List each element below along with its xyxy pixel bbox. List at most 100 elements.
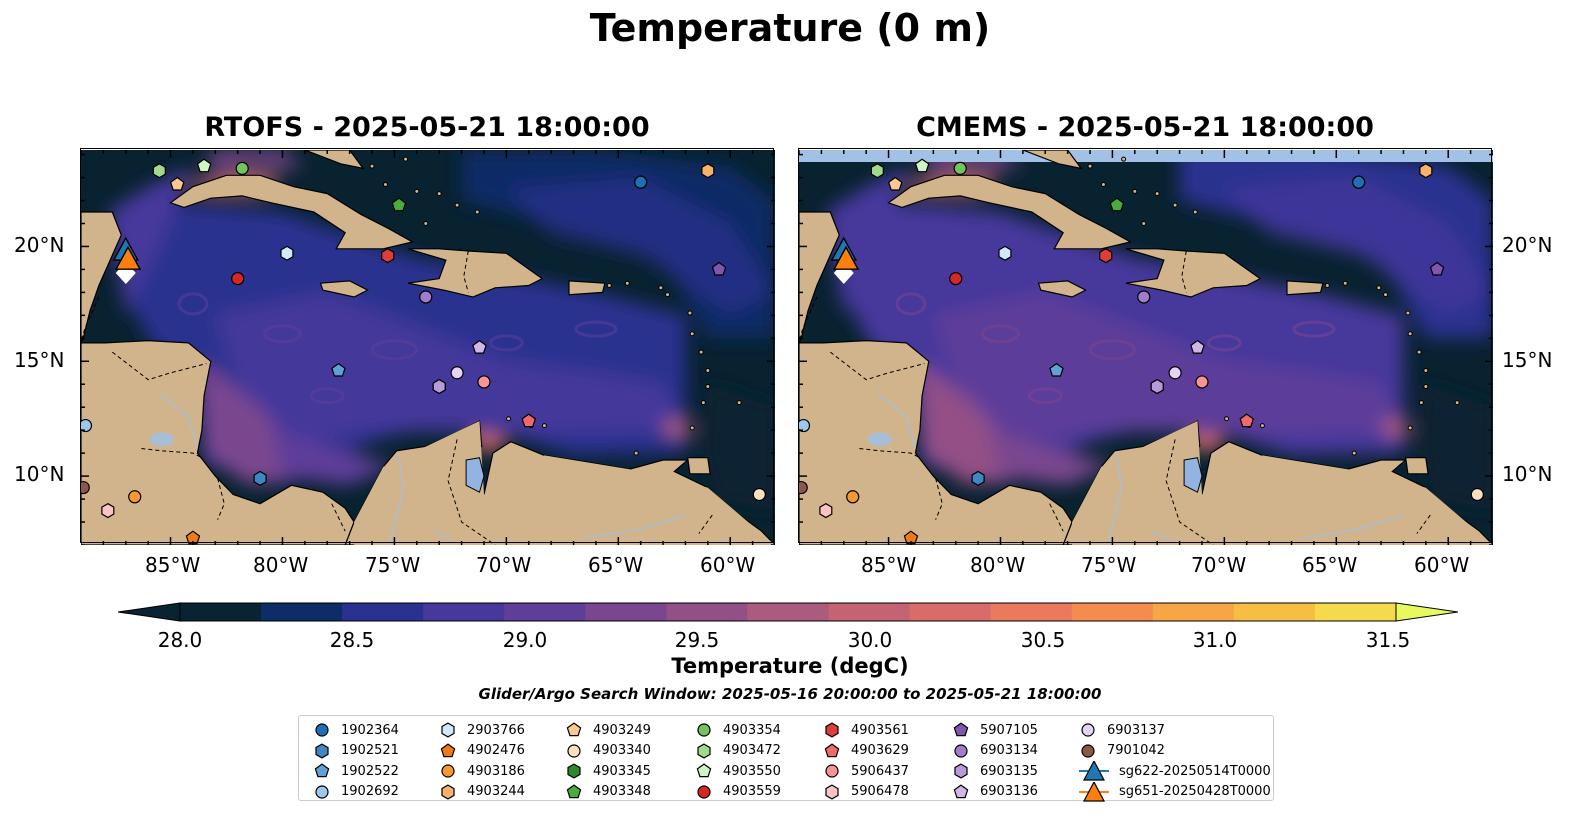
land-jamaica bbox=[319, 280, 369, 298]
legend-item: 4903249 bbox=[563, 720, 651, 740]
legend-marker bbox=[953, 783, 969, 798]
legend-label: 4903244 bbox=[467, 784, 525, 799]
pentagon-marker-icon bbox=[824, 742, 840, 757]
float-6903135 bbox=[432, 378, 446, 395]
rivers bbox=[158, 392, 686, 545]
legend-label: sg622-20250514T0000 bbox=[1119, 763, 1271, 779]
lake-maracaibo bbox=[465, 457, 485, 493]
legend-marker bbox=[441, 783, 455, 800]
glider-positions bbox=[112, 236, 142, 285]
hexagon-marker-icon bbox=[825, 783, 839, 800]
legend-marker bbox=[441, 764, 455, 778]
colorbar-tick: 28.5 bbox=[329, 628, 375, 652]
float-5907105 bbox=[1429, 261, 1445, 276]
circle-marker-icon bbox=[567, 743, 581, 758]
axis-ticks bbox=[81, 150, 775, 545]
colorbar bbox=[117, 602, 1459, 622]
float-6903136 bbox=[1190, 339, 1205, 354]
rtofs-map bbox=[81, 150, 775, 545]
pentagon-marker-icon bbox=[953, 722, 969, 737]
pentagon-marker-icon bbox=[314, 763, 330, 778]
legend-label: 5906478 bbox=[851, 784, 909, 799]
legend-marker bbox=[440, 742, 456, 757]
colorbar-tick: 30.5 bbox=[1020, 628, 1066, 652]
colorbar-segment bbox=[1233, 603, 1316, 621]
float-4903472 bbox=[870, 163, 884, 179]
legend-item: 6903137 bbox=[1077, 720, 1165, 740]
legend-label: 6903137 bbox=[1107, 722, 1165, 738]
legend-item: 1902692 bbox=[311, 782, 399, 802]
lat-label-20n: 20°N bbox=[1502, 233, 1553, 257]
float-4903559 bbox=[949, 272, 963, 286]
circle-marker-icon bbox=[441, 764, 455, 778]
land-puerto-rico bbox=[568, 280, 606, 296]
float-5906437 bbox=[477, 375, 491, 389]
colorbar-segment bbox=[342, 603, 424, 621]
lon-label-65w: 65°W bbox=[1302, 553, 1358, 577]
legend-item: sg622-20250514T0000 bbox=[1077, 761, 1271, 781]
legend-marker bbox=[825, 783, 839, 800]
legend-item: 1902364 bbox=[311, 720, 399, 740]
float-4903559 bbox=[231, 272, 245, 286]
float-4903186 bbox=[128, 490, 142, 504]
glider-sg651-20250428T0000 bbox=[832, 245, 860, 270]
colorbar-segment bbox=[828, 603, 911, 621]
float-6903134 bbox=[1137, 290, 1151, 304]
colorbar-segment bbox=[585, 603, 667, 621]
legend-item: 1902522 bbox=[311, 761, 399, 781]
triangle-marker-icon bbox=[1079, 781, 1109, 802]
legend-marker bbox=[954, 743, 968, 758]
land-puerto-rico bbox=[1286, 280, 1324, 296]
circle-marker-icon bbox=[315, 723, 329, 737]
argo-floats bbox=[799, 158, 1484, 545]
land-jamaica bbox=[1037, 280, 1087, 298]
circle-marker-icon bbox=[697, 723, 711, 737]
hexagon-marker-icon bbox=[697, 742, 711, 759]
float-4903244 bbox=[701, 163, 715, 179]
lat-label-15n: 15°N bbox=[1502, 348, 1553, 372]
hexagon-marker-icon bbox=[441, 783, 455, 800]
lat-label-10n: 10°N bbox=[1502, 462, 1553, 486]
legend-item: 4903559 bbox=[693, 782, 781, 802]
legend-marker bbox=[315, 723, 329, 737]
float-6903136 bbox=[472, 339, 487, 354]
lat-label-15n: 15°N bbox=[14, 348, 65, 372]
legend-label: 4903249 bbox=[593, 722, 651, 738]
float-4903348 bbox=[1109, 197, 1125, 212]
colorbar-segment bbox=[909, 603, 992, 621]
hexagon-marker-icon bbox=[954, 763, 968, 779]
panel-title-rtofs: RTOFS - 2025-05-21 18:00:00 bbox=[204, 112, 650, 143]
legend-marker bbox=[567, 743, 581, 758]
circle-marker-icon bbox=[1081, 723, 1095, 737]
legend-marker bbox=[1081, 723, 1095, 737]
float-1902522 bbox=[331, 362, 346, 377]
circle-marker-icon bbox=[1081, 743, 1095, 758]
float-4903561 bbox=[1099, 248, 1113, 264]
float-7901042 bbox=[799, 480, 808, 495]
legend-label: 4903348 bbox=[593, 784, 651, 799]
legend-marker bbox=[315, 742, 329, 759]
legend-marker bbox=[566, 783, 582, 798]
float-2903766 bbox=[998, 245, 1012, 261]
float-4903186 bbox=[846, 490, 860, 504]
legend-item: 4903244 bbox=[437, 782, 525, 802]
legend-item: 5906437 bbox=[821, 761, 909, 781]
landmasses bbox=[799, 150, 1493, 545]
colorbar-extend-high bbox=[1395, 602, 1459, 622]
colorbar-label: Temperature (degC) bbox=[671, 654, 909, 678]
float-1902522 bbox=[1049, 362, 1064, 377]
land-bahamas bbox=[304, 150, 365, 170]
country-borders bbox=[81, 250, 713, 545]
land-cuba bbox=[169, 174, 414, 250]
legend-marker bbox=[825, 764, 839, 778]
rivers bbox=[876, 392, 1404, 545]
search-window-text: Glider/Argo Search Window: 2025-05-16 20… bbox=[478, 685, 1102, 703]
float-7901042 bbox=[81, 480, 90, 495]
lon-label-65w: 65°W bbox=[588, 553, 644, 577]
colorbar-graphic bbox=[117, 602, 1459, 622]
colorbar-segment bbox=[747, 603, 830, 621]
float-4903340 bbox=[752, 487, 766, 502]
eddy-features bbox=[895, 292, 1336, 405]
legend-item: sg651-20250428T0000 bbox=[1077, 781, 1271, 802]
pentagon-marker-icon bbox=[696, 763, 712, 778]
